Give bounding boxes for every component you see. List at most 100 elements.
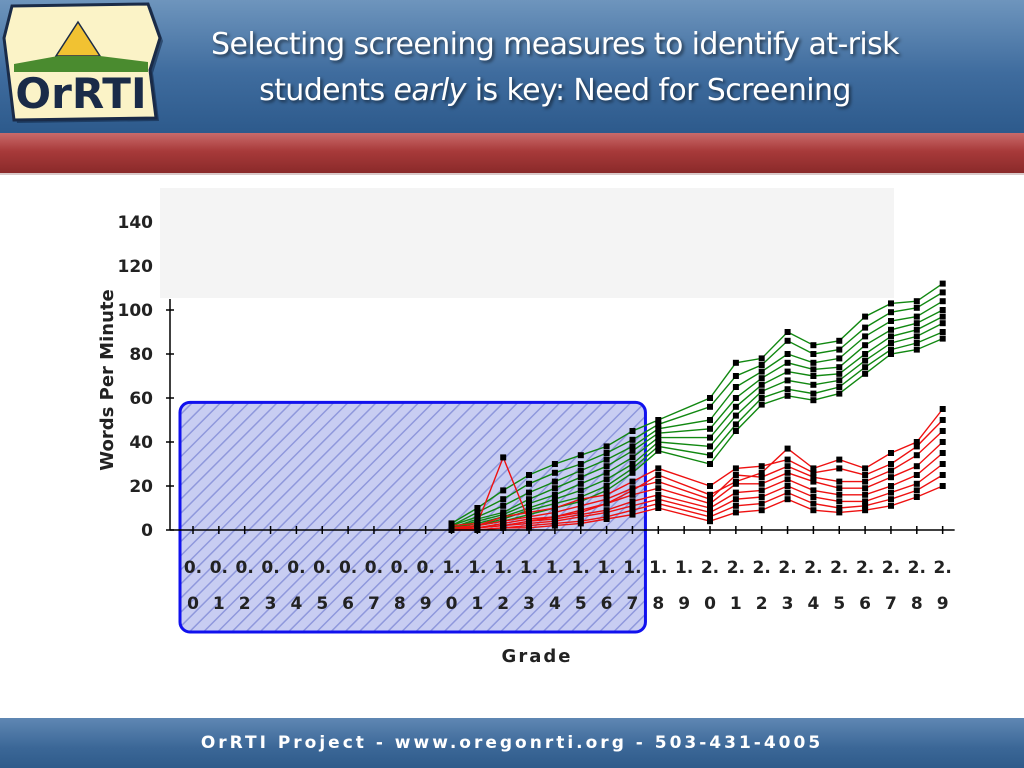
x-tick-label-bottom: 6 [859,594,871,614]
data-point [810,469,817,476]
data-point [758,474,765,481]
data-point [603,443,610,450]
data-point [655,465,662,472]
data-point [603,500,610,507]
data-point [500,454,507,461]
x-tick-label-top: 1. [442,558,460,578]
data-point [577,502,584,509]
data-point [784,496,791,503]
data-point [758,381,765,388]
data-point [603,483,610,489]
data-point [888,467,894,474]
x-tick-label-bottom: 0 [704,594,716,614]
data-point [577,513,584,520]
x-tick-label-bottom: 5 [575,594,587,614]
x-tick-label-bottom: 1 [213,594,225,614]
title-line-2-end: is key: Need for Screening [465,73,852,108]
data-point [577,461,584,467]
data-point [474,505,481,511]
data-point [629,511,636,518]
data-point [836,509,843,516]
data-point [603,487,610,494]
data-point [629,469,636,476]
data-point [732,395,739,401]
data-point [862,313,869,320]
data-point [707,403,713,410]
divider [0,173,1024,175]
data-point [913,472,920,478]
data-point [810,359,817,366]
data-point [784,456,791,463]
data-point [655,500,662,507]
title-line-2: students early is key: Need for Screenin… [150,68,960,114]
data-point [939,298,946,305]
x-tick-label-bottom: 7 [627,594,639,614]
data-point [707,452,713,459]
data-point [551,505,558,511]
data-point [836,364,843,371]
data-point [810,507,817,514]
data-point [810,390,817,397]
x-tick-label-bottom: 5 [316,594,328,614]
data-point [888,450,894,456]
data-point [603,496,610,503]
data-point [629,507,636,514]
data-point [784,483,791,489]
data-point [732,421,739,428]
x-tick-label-bottom: 8 [394,594,406,614]
x-tick-label-bottom: 3 [265,594,277,614]
data-point [888,300,894,307]
data-point [655,472,662,478]
data-point [784,359,791,366]
data-point [939,417,946,423]
data-point [577,507,584,514]
x-tick-label-top: 1. [623,558,641,578]
data-point [836,377,843,384]
footer-band [0,718,1024,768]
data-point [888,318,894,324]
data-point [603,456,610,463]
data-point [655,491,662,498]
footer-text: OrRTI Project - www.oregonrti.org - 503-… [200,733,824,753]
plot-background-top [160,188,894,298]
data-point [732,412,739,419]
data-point [913,463,920,470]
data-point [836,498,843,505]
data-point [913,346,920,353]
x-tick-label-top: 2. [830,558,848,578]
data-point [862,478,869,485]
orrti-logo: OrRTI [2,2,163,123]
data-point [939,450,946,456]
data-point [939,472,946,478]
data-point [784,489,791,496]
data-point [707,500,713,507]
data-point [758,500,765,507]
data-point [577,474,584,481]
data-point [888,340,894,346]
data-point [913,298,920,305]
data-point [732,480,739,487]
data-point [784,337,791,344]
x-tick-label-bottom: 9 [937,594,949,614]
data-point [629,478,636,485]
x-tick-label-bottom: 0 [446,594,458,614]
x-tick-label-top: 0. [365,558,383,578]
data-point [836,390,843,397]
data-point [784,469,791,476]
data-point [810,500,817,507]
data-point [862,333,869,340]
x-tick-label-top: 2. [727,558,745,578]
data-point [810,366,817,373]
data-point [939,307,946,313]
data-point [836,465,843,472]
data-point [810,373,817,379]
data-point [784,368,791,375]
data-point [913,480,920,487]
data-point [629,485,636,492]
y-tick-label: 60 [129,389,153,409]
data-point [758,368,765,375]
data-point [758,480,765,487]
x-tick-label-bottom: 2 [497,594,509,614]
x-tick-label-bottom: 5 [833,594,845,614]
x-tick-label-top: 0. [261,558,279,578]
